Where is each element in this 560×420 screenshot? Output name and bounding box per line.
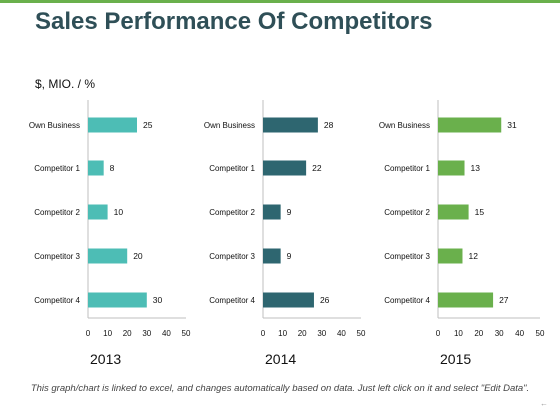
year-label: 2015 — [440, 351, 471, 367]
category-label: Competitor 1 — [34, 164, 80, 173]
data-label: 15 — [475, 207, 485, 217]
category-label: Own Business — [29, 121, 80, 130]
data-label: 27 — [499, 295, 509, 305]
bar[interactable] — [438, 117, 502, 133]
x-tick-label: 0 — [436, 329, 441, 338]
category-label: Competitor 3 — [384, 252, 430, 261]
x-tick-label: 20 — [474, 329, 483, 338]
top-accent-bar — [0, 0, 560, 3]
x-tick-label: 30 — [495, 329, 504, 338]
category-label: Competitor 3 — [34, 252, 80, 261]
category-label: Own Business — [379, 121, 430, 130]
data-label: 13 — [471, 163, 481, 173]
category-label: Competitor 1 — [384, 164, 430, 173]
bar[interactable] — [438, 248, 463, 264]
x-tick-label: 10 — [278, 329, 287, 338]
data-label: 9 — [287, 207, 292, 217]
data-label: 30 — [153, 295, 163, 305]
x-tick-label: 0 — [261, 329, 266, 338]
data-label: 9 — [287, 251, 292, 261]
bar[interactable] — [88, 117, 137, 133]
bar[interactable] — [438, 160, 465, 176]
category-label: Competitor 2 — [209, 208, 255, 217]
x-tick-label: 30 — [142, 329, 151, 338]
bar[interactable] — [88, 204, 108, 220]
x-tick-label: 0 — [86, 329, 91, 338]
category-label: Competitor 4 — [384, 296, 430, 305]
x-tick-label: 10 — [454, 329, 463, 338]
x-tick-label: 40 — [515, 329, 524, 338]
data-label: 8 — [110, 163, 115, 173]
x-tick-label: 20 — [123, 329, 132, 338]
category-label: Competitor 3 — [209, 252, 255, 261]
x-tick-label: 10 — [103, 329, 112, 338]
bar[interactable] — [88, 292, 147, 308]
year-label: 2014 — [265, 351, 296, 367]
data-label: 10 — [114, 207, 124, 217]
bar[interactable] — [263, 204, 281, 220]
bar[interactable] — [438, 292, 494, 308]
page-title: Sales Performance Of Competitors — [35, 8, 433, 35]
year-label: 2013 — [90, 351, 121, 367]
category-label: Own Business — [204, 121, 255, 130]
x-tick-label: 50 — [182, 329, 191, 338]
bar[interactable] — [263, 160, 307, 176]
x-tick-label: 50 — [357, 329, 366, 338]
data-label: 25 — [143, 120, 153, 130]
x-tick-label: 40 — [337, 329, 346, 338]
x-tick-label: 40 — [162, 329, 171, 338]
category-label: Competitor 1 — [209, 164, 255, 173]
category-label: Competitor 2 — [34, 208, 80, 217]
category-label: Competitor 4 — [34, 296, 80, 305]
data-label: 22 — [312, 163, 322, 173]
category-label: Competitor 4 — [209, 296, 255, 305]
x-tick-label: 20 — [298, 329, 307, 338]
footnote: This graph/chart is linked to excel, and… — [30, 383, 530, 394]
category-label: Competitor 2 — [384, 208, 430, 217]
data-label: 31 — [507, 120, 517, 130]
bar[interactable] — [263, 292, 314, 308]
unit-label: $, MIO. / % — [35, 77, 96, 91]
corner-arrow-icon: ← — [540, 399, 548, 408]
data-label: 26 — [320, 295, 330, 305]
data-label: 20 — [133, 251, 143, 261]
x-tick-label: 30 — [317, 329, 326, 338]
data-label: 12 — [468, 251, 478, 261]
bar[interactable] — [88, 248, 128, 264]
bar[interactable] — [88, 160, 104, 176]
data-label: 28 — [324, 120, 334, 130]
x-tick-label: 50 — [536, 329, 545, 338]
bar[interactable] — [438, 204, 469, 220]
bar[interactable] — [263, 248, 281, 264]
bar[interactable] — [263, 117, 318, 133]
